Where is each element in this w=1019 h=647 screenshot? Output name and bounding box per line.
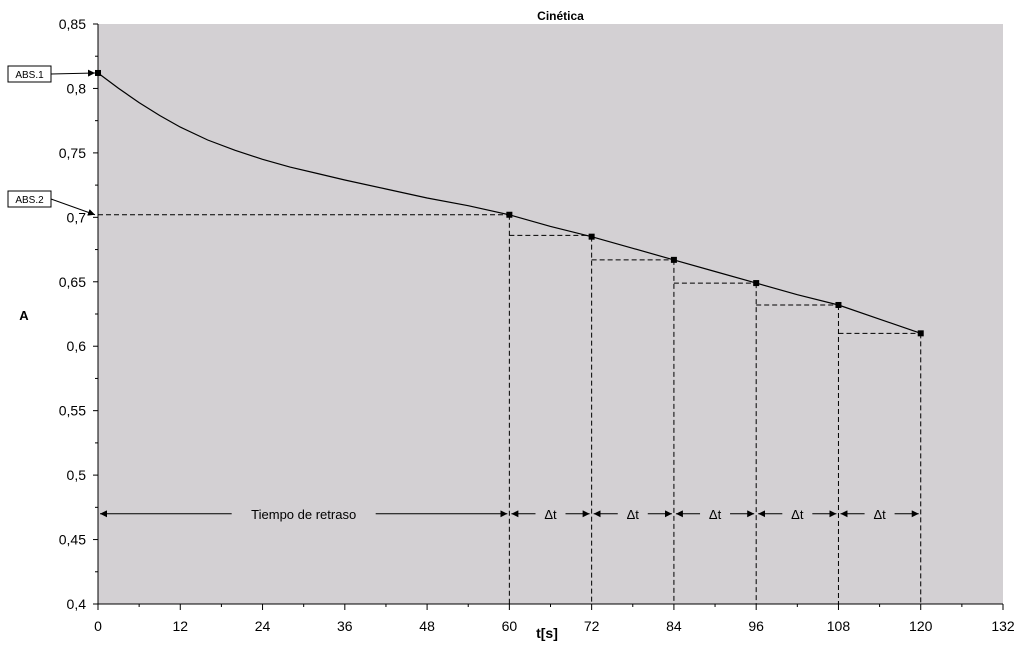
interval-label: Δt (709, 507, 722, 522)
y-tick-label: 0,7 (67, 209, 87, 225)
callouts: ABS.1 ABS.2 (7, 65, 96, 216)
x-tick-label: 84 (666, 618, 682, 634)
x-tick-label: 36 (337, 618, 353, 634)
interval-span: Tiempo de retraso (100, 507, 508, 522)
y-axis-label: A (19, 308, 29, 323)
y-axis: 0,4 0,45 0,5 0,55 0,6 0,65 0,7 0,75 0,8 0,85 (59, 16, 99, 612)
y-tick-label: 0,75 (59, 145, 86, 161)
callout-arrow (50, 198, 96, 216)
x-tick-label: 96 (748, 618, 764, 634)
data-point (753, 280, 760, 287)
interval-label: Tiempo de retraso (251, 507, 356, 522)
y-tick-label: 0,8 (67, 80, 87, 96)
y-tick-label: 0,85 (59, 16, 86, 32)
x-tick-label: 0 (94, 618, 102, 634)
x-axis-label: t[s] (536, 625, 558, 641)
data-point (506, 211, 513, 218)
interval-span: Δt (758, 507, 837, 522)
interval-annotations: Tiempo de retraso Δt Δt Δt Δt Δt (100, 507, 919, 522)
interval-span: Δt (511, 507, 590, 522)
y-tick-label: 0,4 (67, 596, 87, 612)
interval-span: Δt (840, 507, 919, 522)
x-tick-label: 132 (991, 618, 1015, 634)
x-tick-label: 108 (827, 618, 851, 634)
interval-span: Δt (593, 507, 672, 522)
x-axis: 0 12 24 36 48 60 72 84 96 108 120 132 (94, 603, 1015, 634)
callout-label: ABS.2 (15, 195, 44, 206)
callout: ABS.2 (7, 190, 96, 216)
interval-label: Δt (544, 507, 557, 522)
interval-label: Δt (627, 507, 640, 522)
y-tick-label: 0,6 (67, 338, 87, 354)
callout: ABS.1 (7, 65, 96, 83)
interval-label: Δt (873, 507, 886, 522)
reference-lines (98, 214, 922, 604)
x-tick-label: 60 (502, 618, 518, 634)
x-tick-label: 120 (909, 618, 933, 634)
y-tick-label: 0,55 (59, 403, 86, 419)
interval-span: Δt (675, 507, 755, 522)
x-tick-label: 48 (419, 618, 435, 634)
data-point (917, 330, 924, 337)
y-tick-label: 0,5 (67, 467, 87, 483)
y-tick-label: 0,45 (59, 532, 86, 548)
x-tick-label: 24 (255, 618, 271, 634)
interval-label: Δt (791, 507, 804, 522)
data-point (670, 256, 677, 263)
x-tick-label: 12 (172, 618, 188, 634)
callout-arrow (50, 69, 96, 77)
x-tick-label: 72 (584, 618, 600, 634)
y-tick-label: 0,65 (59, 274, 86, 290)
chart-title: Cinética (537, 9, 584, 23)
data-point (588, 233, 595, 240)
data-point (835, 301, 842, 308)
plot-area (98, 24, 1003, 604)
callout-label: ABS.1 (15, 70, 44, 81)
